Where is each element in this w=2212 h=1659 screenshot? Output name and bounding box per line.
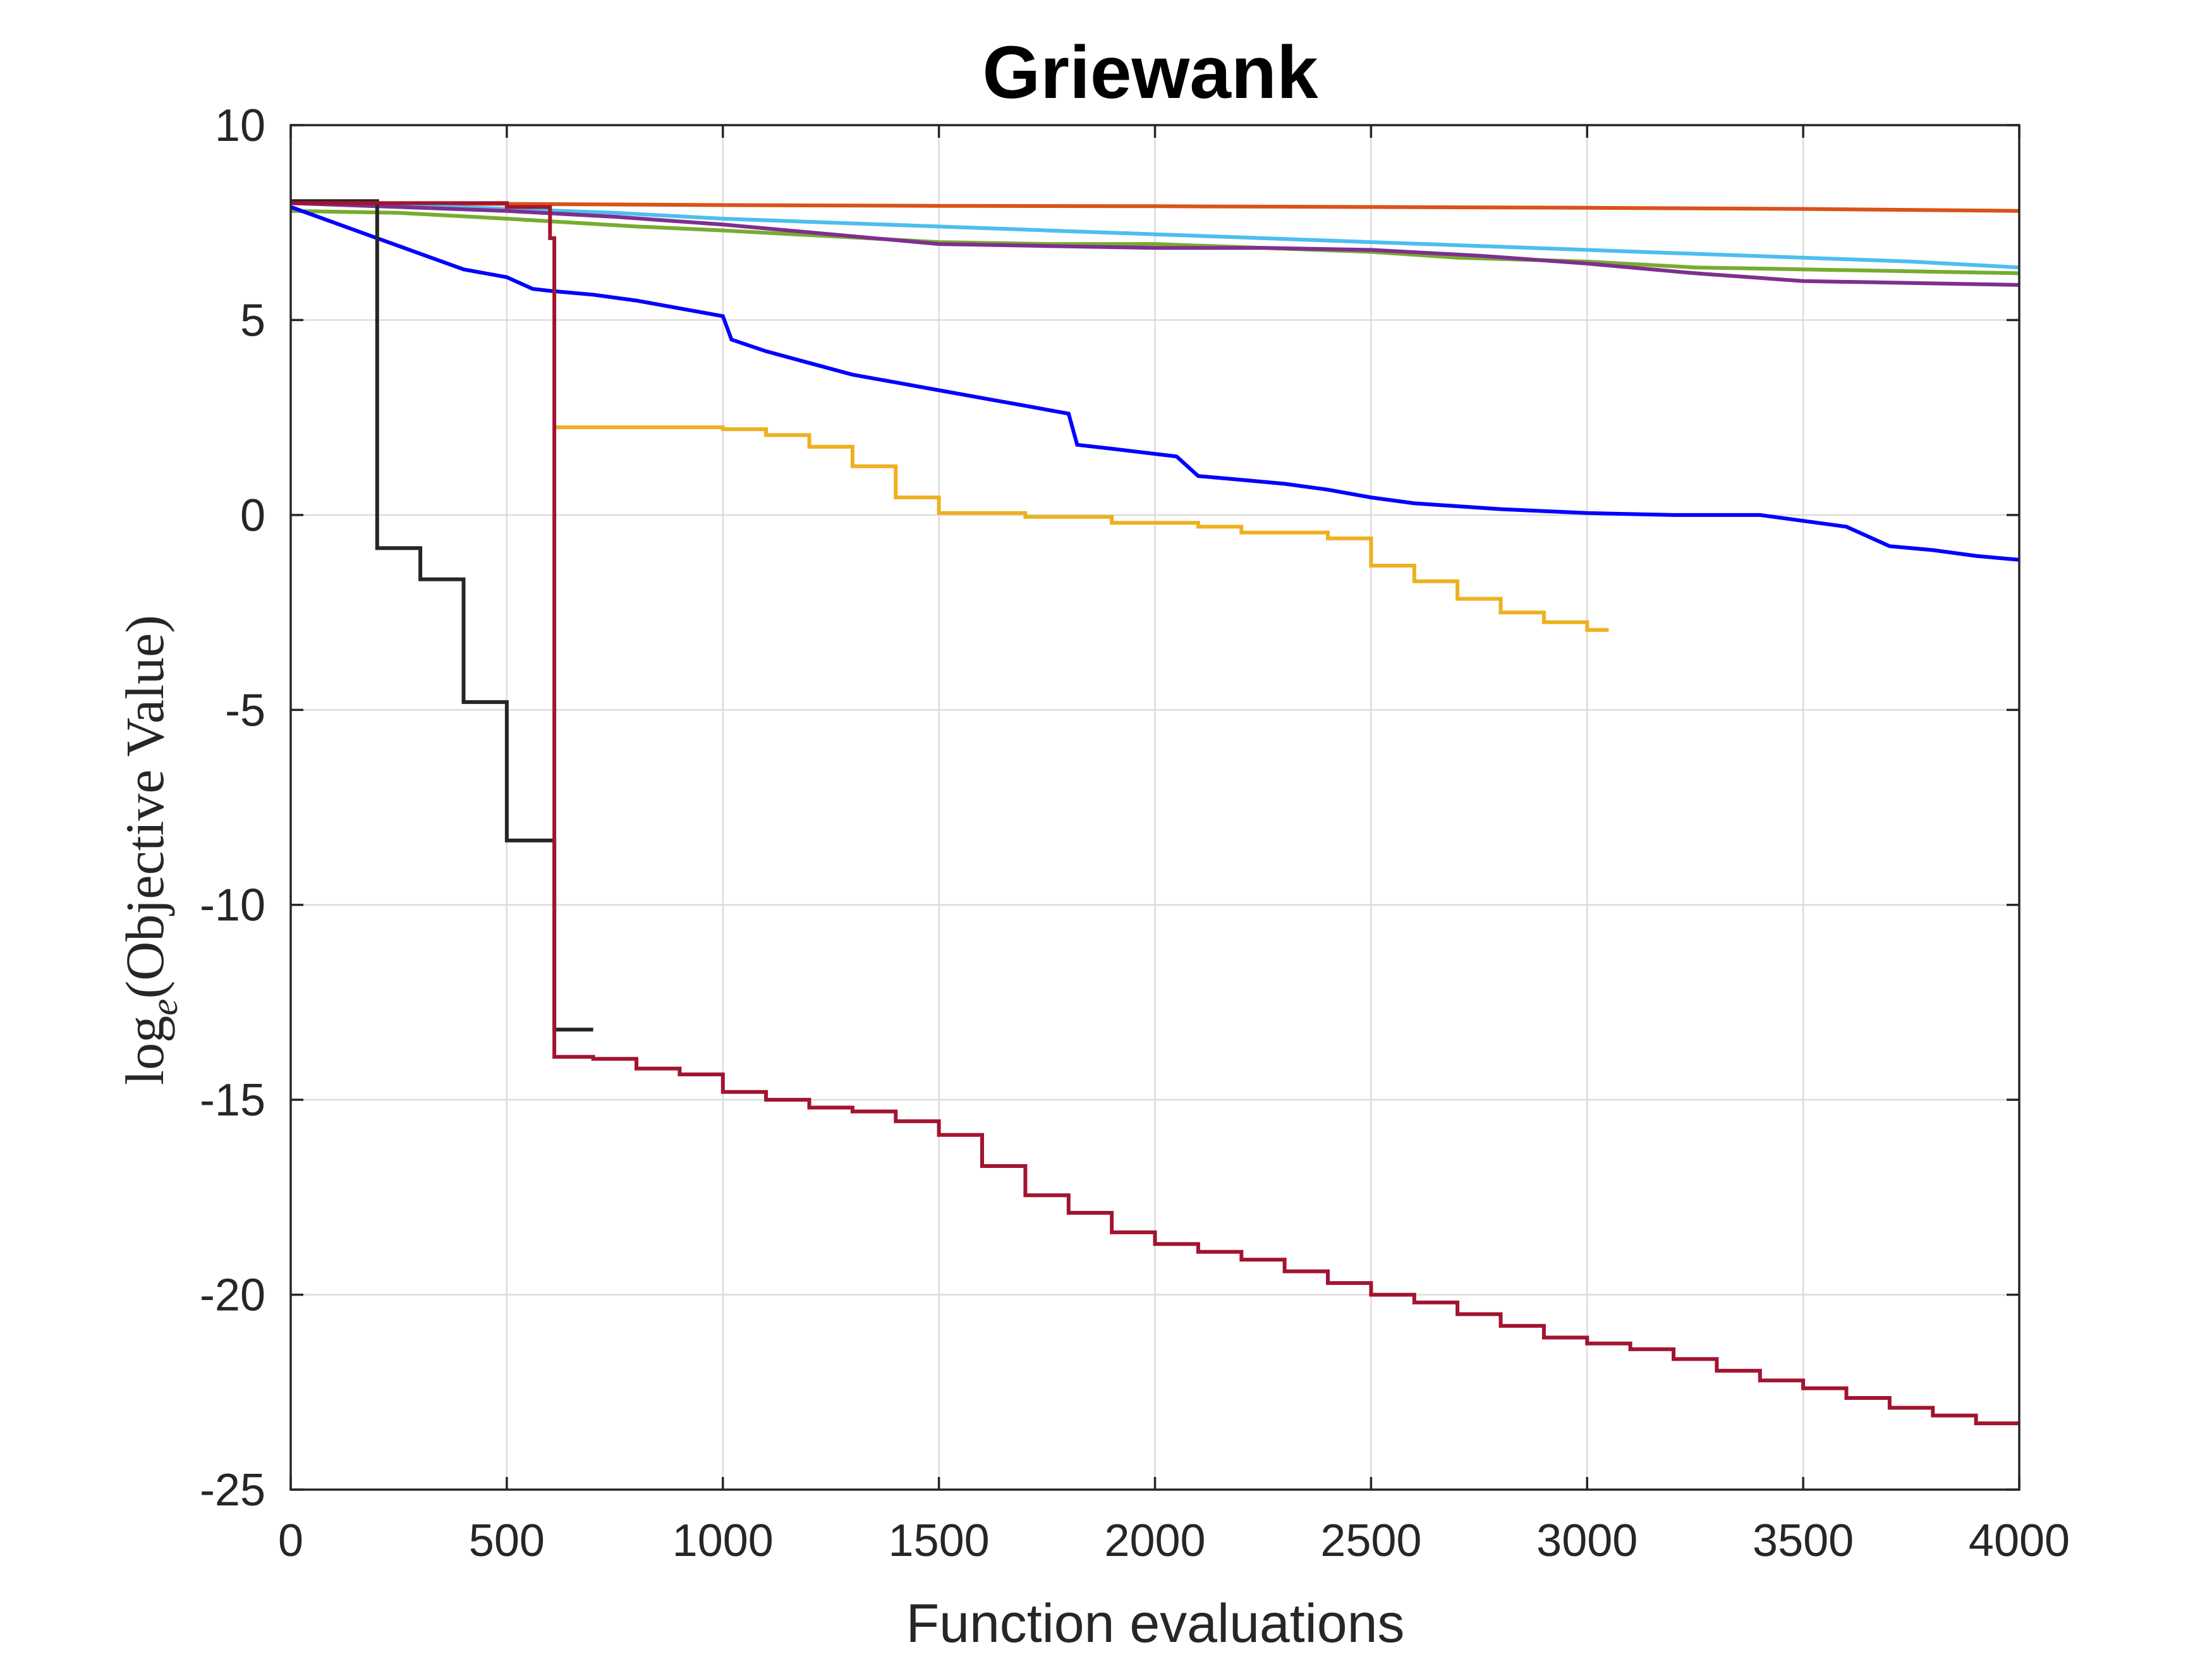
series-line-5 [289, 205, 2020, 562]
y-tick-label: -10 [200, 880, 265, 931]
y-tick-label: -25 [200, 1465, 265, 1516]
x-tick-label: 2000 [1104, 1516, 1205, 1566]
series-line-6 [554, 425, 1609, 632]
series-line-4 [290, 201, 2020, 287]
y-axis-label-subscript: e [143, 999, 185, 1016]
y-axis-label-log: log [114, 1016, 175, 1085]
y-tick-label: -20 [200, 1270, 265, 1321]
x-tick-label: 4000 [1969, 1516, 2070, 1566]
x-tick-label: 500 [469, 1516, 545, 1566]
chart-title: Griewank [982, 31, 1318, 114]
y-tick-label: 10 [215, 100, 265, 151]
x-tick-label: 3000 [1536, 1516, 1638, 1566]
x-tick-label: 0 [278, 1516, 303, 1566]
series-line-1 [290, 201, 2020, 213]
ticks: 0 500 1000 1500 2000 2500 3000 3500 4000 -25 -20 -1… [200, 100, 2070, 1566]
series-group [289, 199, 2020, 1426]
x-tick-label: 1500 [889, 1516, 990, 1566]
y-tick-label: 5 [240, 295, 265, 346]
y-tick-label: -15 [200, 1075, 265, 1126]
x-axis-label: Function evaluations [906, 1593, 1405, 1654]
x-tick-label: 3500 [1753, 1516, 1854, 1566]
y-tick-label: -5 [225, 685, 265, 736]
series-line-2 [290, 201, 2020, 270]
series-line-3 [290, 209, 2020, 276]
y-axis-label-rest: (Objective Value) [114, 615, 175, 999]
y-axis-label: loge(Objective Value) [114, 615, 185, 1085]
x-tick-label: 1000 [672, 1516, 774, 1566]
y-tick-label: 0 [240, 490, 265, 541]
series-line-8 [291, 201, 2019, 1426]
x-tick-label: 2500 [1320, 1516, 1421, 1566]
